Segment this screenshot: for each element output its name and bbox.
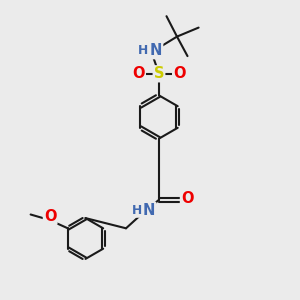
Text: H: H	[132, 204, 142, 217]
Text: O: O	[44, 209, 56, 224]
Text: O: O	[132, 66, 145, 81]
Text: O: O	[173, 66, 186, 81]
Text: O: O	[181, 191, 194, 206]
Text: H: H	[138, 44, 148, 57]
Text: N: N	[143, 203, 155, 218]
Text: S: S	[154, 66, 164, 81]
Text: N: N	[150, 43, 162, 58]
